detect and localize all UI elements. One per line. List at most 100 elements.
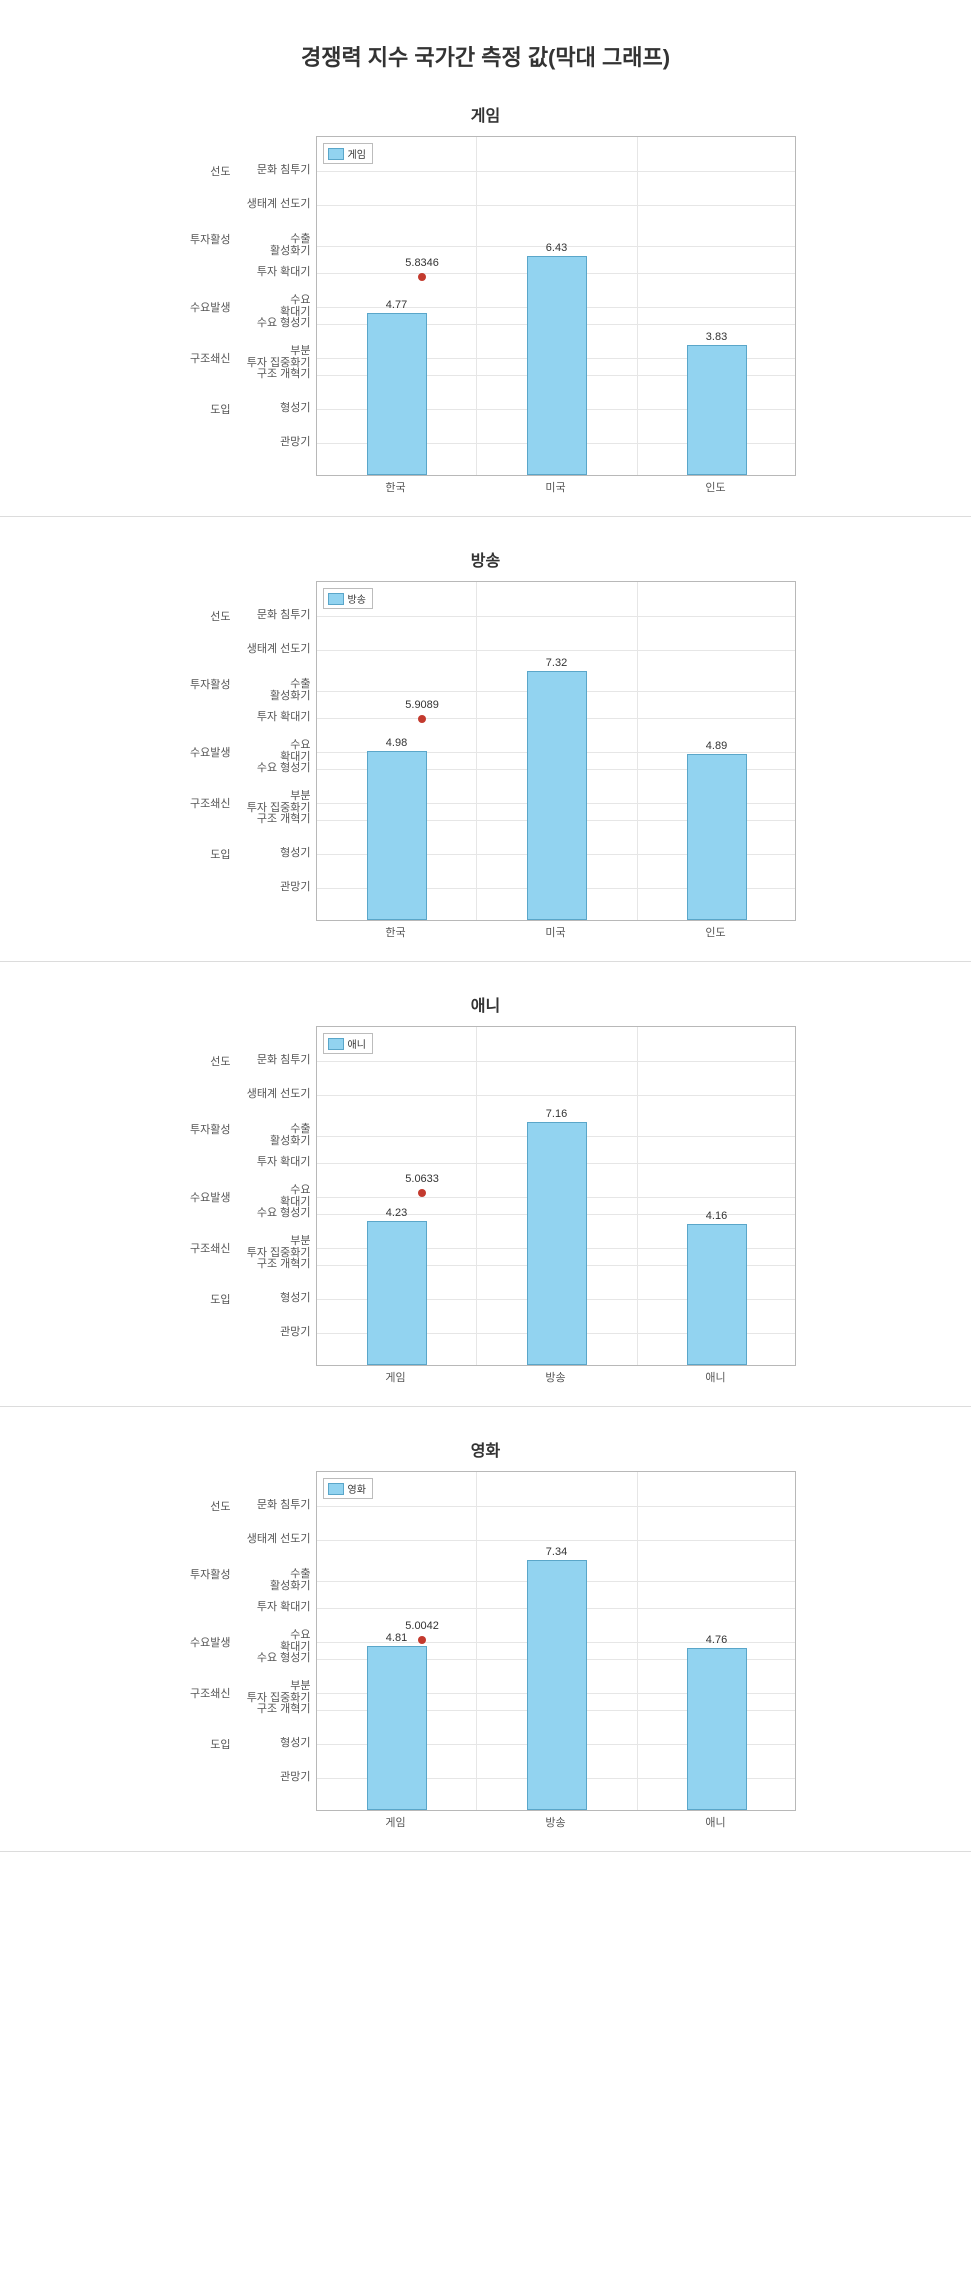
- y-tick-label: 수요확대기: [236, 1184, 311, 1208]
- legend-label: 애니: [348, 1036, 366, 1051]
- main-title: 경쟁력 지수 국가간 측정 값(막대 그래프): [0, 40, 971, 72]
- bar: [367, 1646, 427, 1810]
- scatter-dot-label: 5.0042: [405, 1620, 439, 1632]
- chart-title: 게임: [0, 102, 971, 126]
- scatter-dot: [418, 1636, 426, 1644]
- y-group-label: 투자활성: [176, 1566, 231, 1582]
- x-tick-label: 게임: [385, 1369, 405, 1385]
- chart-block: 게임도입구조쇄신수요발생투자활성선도관망기형성기구조 개혁기부분투자 집중화기수…: [0, 102, 971, 517]
- y-tick-label: 투자 확대기: [236, 1156, 311, 1168]
- y-tick-label: 수출활성화기: [236, 233, 311, 257]
- h-gridline: [317, 205, 795, 206]
- x-tick-label: 인도: [705, 924, 725, 940]
- y-group-label: 구조쇄신: [176, 350, 231, 366]
- y-tick-label: 생태계 선도기: [236, 198, 311, 210]
- v-gridline: [637, 1027, 638, 1365]
- bar-value-label: 4.81: [386, 1632, 407, 1644]
- y-tick-label: 생태계 선도기: [236, 643, 311, 655]
- legend-swatch: [328, 593, 344, 605]
- v-gridline: [476, 582, 477, 920]
- y-tick-label: 형성기: [236, 847, 311, 859]
- v-gridline: [637, 582, 638, 920]
- y-tick-label: 문화 침투기: [236, 164, 311, 176]
- y-group-label: 선도: [176, 608, 231, 624]
- bar: [527, 671, 587, 920]
- bar: [367, 751, 427, 920]
- y-tick-label: 수요 형성기: [236, 762, 311, 774]
- y-group-label: 투자활성: [176, 676, 231, 692]
- chart-row: 도입구조쇄신수요발생투자활성선도관망기형성기구조 개혁기부분투자 집중화기수요 …: [0, 581, 971, 941]
- y-group-label: 수요발생: [176, 1189, 231, 1205]
- plot-wrap: 4.776.433.835.8346게임한국미국인도: [316, 136, 796, 496]
- x-tick-label: 인도: [705, 479, 725, 495]
- bar-value-label: 4.89: [706, 740, 727, 752]
- v-gridline: [476, 1027, 477, 1365]
- bar-value-label: 4.77: [386, 299, 407, 311]
- y-group-label: 선도: [176, 163, 231, 179]
- bar-value-label: 7.32: [546, 657, 567, 669]
- plot-wrap: 4.817.344.765.0042영화게임방송애니: [316, 1471, 796, 1831]
- y-tick-label: 관망기: [236, 1326, 311, 1338]
- x-tick-label: 한국: [385, 479, 405, 495]
- v-gridline: [637, 1472, 638, 1810]
- x-tick-label: 미국: [545, 479, 565, 495]
- chart-block: 방송도입구조쇄신수요발생투자활성선도관망기형성기구조 개혁기부분투자 집중화기수…: [0, 547, 971, 962]
- y-tick-label: 형성기: [236, 402, 311, 414]
- plot-wrap: 4.987.324.895.9089방송한국미국인도: [316, 581, 796, 941]
- y-group-label: 수요발생: [176, 1634, 231, 1650]
- legend: 영화: [323, 1478, 373, 1499]
- legend-label: 게임: [348, 146, 366, 161]
- legend-swatch: [328, 1038, 344, 1050]
- legend-swatch: [328, 148, 344, 160]
- h-gridline: [317, 616, 795, 617]
- chart-row: 도입구조쇄신수요발생투자활성선도관망기형성기구조 개혁기부분투자 집중화기수요 …: [0, 1026, 971, 1386]
- bar: [367, 313, 427, 475]
- scatter-dot-label: 5.8346: [405, 257, 439, 269]
- bar-value-label: 7.34: [546, 1546, 567, 1558]
- y-group-column: 도입구조쇄신수요발생투자활성선도: [176, 581, 236, 921]
- y-tick-label: 수요 형성기: [236, 317, 311, 329]
- y-group-label: 도입: [176, 401, 231, 417]
- y-tick-label: 부분투자 집중화기: [236, 1680, 311, 1704]
- y-tick-label: 부분투자 집중화기: [236, 1235, 311, 1259]
- x-tick-label: 애니: [705, 1814, 725, 1830]
- h-gridline: [317, 1506, 795, 1507]
- y-group-column: 도입구조쇄신수요발생투자활성선도: [176, 1471, 236, 1811]
- chart-row: 도입구조쇄신수요발생투자활성선도관망기형성기구조 개혁기부분투자 집중화기수요 …: [0, 1471, 971, 1831]
- y-group-label: 구조쇄신: [176, 795, 231, 811]
- legend: 게임: [323, 143, 373, 164]
- bar-value-label: 7.16: [546, 1108, 567, 1120]
- scatter-dot: [418, 273, 426, 281]
- legend: 방송: [323, 588, 373, 609]
- plot-area: 4.776.433.835.8346게임: [316, 136, 796, 476]
- bar: [527, 1122, 587, 1365]
- bar: [687, 345, 747, 475]
- bar-value-label: 4.23: [386, 1207, 407, 1219]
- plot-area: 4.987.324.895.9089방송: [316, 581, 796, 921]
- x-axis: 한국미국인도: [316, 921, 796, 941]
- y-tick-column: 관망기형성기구조 개혁기부분투자 집중화기수요 형성기수요확대기투자 확대기수출…: [236, 136, 316, 476]
- y-group-label: 선도: [176, 1498, 231, 1514]
- v-gridline: [637, 137, 638, 475]
- y-tick-label: 수요확대기: [236, 294, 311, 318]
- x-axis: 한국 미국 인도: [316, 476, 796, 496]
- y-group-label: 선도: [176, 1053, 231, 1069]
- x-axis: 게임방송애니: [316, 1366, 796, 1386]
- legend: 애니: [323, 1033, 373, 1054]
- scatter-dot-label: 5.0633: [405, 1173, 439, 1185]
- chart-title: 방송: [0, 547, 971, 571]
- y-tick-label: 부분투자 집중화기: [236, 345, 311, 369]
- legend-swatch: [328, 1483, 344, 1495]
- y-tick-label: 구조 개혁기: [236, 1703, 311, 1715]
- x-tick-label: 게임: [385, 1814, 405, 1830]
- y-tick-label: 투자 확대기: [236, 711, 311, 723]
- y-tick-label: 수요확대기: [236, 739, 311, 763]
- y-tick-label: 투자 확대기: [236, 1601, 311, 1613]
- y-group-column: 도입구조쇄신수요발생투자활성선도: [176, 1026, 236, 1366]
- y-tick-label: 수출활성화기: [236, 1123, 311, 1147]
- bar: [367, 1221, 427, 1365]
- page: 경쟁력 지수 국가간 측정 값(막대 그래프) 게임도입구조쇄신수요발생투자활성…: [0, 0, 971, 1852]
- y-group-label: 구조쇄신: [176, 1240, 231, 1256]
- y-tick-label: 투자 확대기: [236, 266, 311, 278]
- bar: [687, 1648, 747, 1810]
